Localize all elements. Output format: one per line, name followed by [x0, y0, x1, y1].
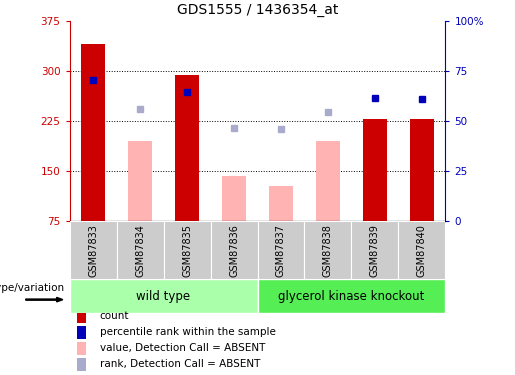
Bar [222, 176, 246, 221]
Text: GSM87840: GSM87840 [417, 224, 427, 277]
Bar [77, 326, 86, 339]
Bar [175, 75, 199, 221]
Text: GSM87836: GSM87836 [229, 224, 239, 277]
Bar [70, 279, 258, 313]
Text: GSM87834: GSM87834 [135, 224, 145, 277]
Bar [269, 186, 293, 221]
Text: GSM87833: GSM87833 [88, 224, 98, 277]
Bar [316, 141, 340, 221]
Bar [116, 221, 164, 279]
Text: GSM87839: GSM87839 [370, 224, 380, 277]
Bar [128, 141, 152, 221]
Text: GSM87837: GSM87837 [276, 224, 286, 277]
Bar [258, 221, 304, 279]
Bar [77, 309, 86, 323]
Text: rank, Detection Call = ABSENT: rank, Detection Call = ABSENT [99, 360, 260, 369]
Bar [363, 119, 387, 221]
Bar [77, 358, 86, 371]
Text: count: count [99, 311, 129, 321]
Bar [70, 221, 116, 279]
Bar [258, 279, 445, 313]
Bar [399, 221, 445, 279]
Bar [164, 221, 211, 279]
Text: glycerol kinase knockout: glycerol kinase knockout [278, 290, 425, 303]
Text: percentile rank within the sample: percentile rank within the sample [99, 327, 276, 337]
Text: GSM87835: GSM87835 [182, 224, 192, 277]
Bar [352, 221, 399, 279]
Text: genotype/variation: genotype/variation [0, 283, 64, 293]
Bar [81, 44, 105, 221]
Title: GDS1555 / 1436354_at: GDS1555 / 1436354_at [177, 3, 338, 17]
Bar [211, 221, 258, 279]
Bar [304, 221, 352, 279]
Text: value, Detection Call = ABSENT: value, Detection Call = ABSENT [99, 344, 265, 353]
Text: GSM87838: GSM87838 [323, 224, 333, 277]
Bar [410, 119, 434, 221]
Bar [77, 342, 86, 355]
Text: wild type: wild type [136, 290, 191, 303]
